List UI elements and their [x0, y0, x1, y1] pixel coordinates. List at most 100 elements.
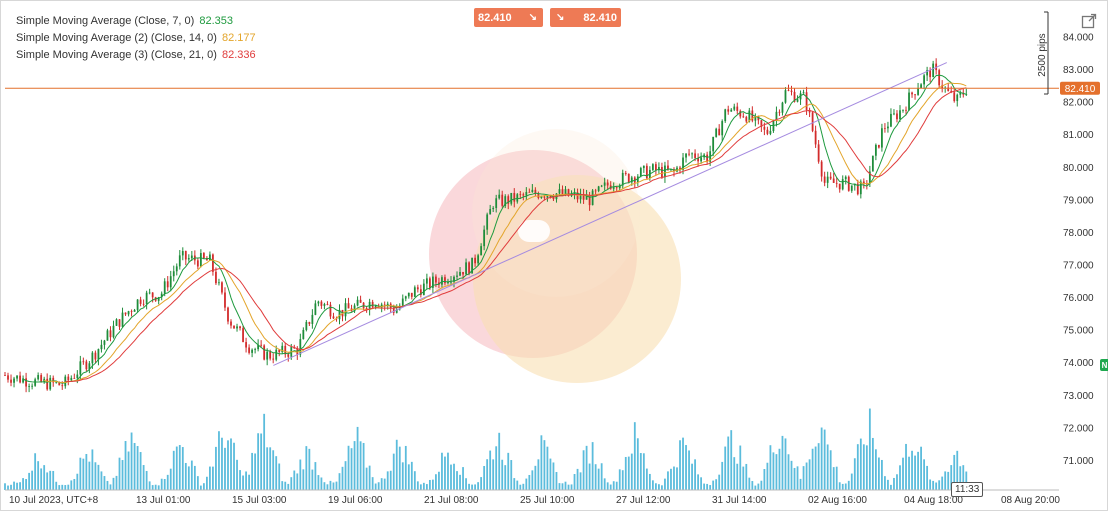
volume-bar [766, 462, 769, 490]
legend-value-ma21: 82.336 [221, 49, 256, 61]
candle-body [459, 271, 461, 276]
candle-body [507, 196, 510, 204]
volume-bar [513, 478, 516, 490]
sell-price-button[interactable]: 82.410 ↘ [474, 8, 543, 27]
candle-body [169, 276, 172, 288]
legend-row-ma14[interactable]: Simple Moving Average (2) (Close, 14, 0)… [16, 30, 256, 47]
volume-bar [585, 445, 588, 490]
candle-body [404, 296, 407, 299]
volume-bar [272, 450, 275, 490]
volume-bar [639, 453, 642, 490]
candle-body [486, 214, 489, 230]
candle-body [522, 194, 525, 196]
candle-body [908, 92, 910, 111]
trendline[interactable] [273, 62, 947, 366]
volume-bar [636, 438, 639, 490]
volume-bar [398, 446, 401, 490]
candle-body [564, 189, 567, 195]
candle-body [552, 197, 555, 200]
volume-bar [314, 462, 317, 490]
candle-body [353, 305, 356, 312]
legend-row-ma21[interactable]: Simple Moving Average (3) (Close, 21, 0)… [16, 47, 256, 64]
candle-body [501, 194, 504, 206]
volume-bar [859, 438, 862, 490]
candle-body [694, 153, 696, 158]
volume-bar [320, 477, 323, 490]
candle-body [495, 198, 498, 208]
candle-body [890, 113, 892, 127]
candle-body [43, 378, 46, 382]
volume-bar [564, 481, 567, 490]
volume-bar [10, 484, 12, 490]
volume-bar [447, 452, 449, 490]
candle-body [55, 381, 58, 383]
volume-bar [507, 452, 510, 490]
volume-bar [796, 466, 799, 490]
volume-bar [453, 463, 455, 490]
candle-body [817, 144, 820, 162]
volume-bar [793, 467, 796, 490]
volume-bar [199, 485, 202, 490]
candle-body [453, 276, 455, 282]
volume-bar [917, 451, 919, 490]
volume-bar [55, 481, 58, 490]
candle-body [106, 330, 109, 341]
volume-bar [383, 478, 386, 490]
x-tick-label: 27 Jul 12:00 [616, 495, 671, 506]
volume-bar [932, 480, 935, 490]
volume-bar [778, 448, 781, 490]
volume-bar [28, 472, 31, 490]
volume-bar [52, 470, 55, 490]
volume-bar [362, 442, 365, 490]
volume-bar [22, 478, 24, 490]
candle-body [841, 179, 844, 190]
volume-bar [94, 462, 97, 490]
candle-body [480, 246, 483, 256]
candle-body [630, 177, 633, 183]
candle-body [799, 93, 802, 100]
candle-body [441, 277, 443, 285]
volume-bar [187, 466, 190, 490]
volume-bar [645, 468, 648, 490]
legend-label-ma7: Simple Moving Average (Close, 7, 0) [16, 15, 195, 27]
candle-body [218, 282, 220, 284]
candle-body [94, 352, 97, 360]
candle-body [266, 351, 269, 360]
volume-bar [781, 435, 784, 490]
volume-bar [401, 462, 404, 490]
volume-bar [884, 476, 886, 490]
candle-body [157, 297, 160, 301]
candle-body [109, 330, 112, 338]
volume-bar [510, 460, 513, 490]
volume-bar [688, 450, 690, 490]
buy-price-text: 82.410 [583, 11, 617, 24]
side-panel-tab[interactable]: N [1100, 359, 1108, 371]
volume-bar [365, 467, 368, 490]
candle-body [52, 377, 55, 383]
candle-body [64, 376, 67, 387]
volume-bar [311, 469, 314, 490]
candle-body [25, 378, 27, 387]
volume-bar [826, 444, 829, 490]
volume-bar [209, 466, 211, 490]
volume-bar [49, 470, 52, 490]
volume-bar [371, 477, 374, 490]
y-tick-label: 74.000 [1063, 358, 1094, 369]
candle-body [826, 176, 829, 183]
volume-bar [558, 483, 561, 490]
indicator-legend: Simple Moving Average (Close, 7, 0) 82.35… [16, 13, 256, 64]
volume-bar [193, 465, 196, 490]
legend-row-ma7[interactable]: Simple Moving Average (Close, 7, 0) 82.35… [16, 13, 256, 30]
volume-bar [537, 459, 540, 490]
volume-bar [338, 473, 341, 490]
buy-price-button[interactable]: ↘ 82.410 [550, 8, 621, 27]
candle-body [691, 153, 693, 155]
candle-body [920, 84, 922, 89]
candle-body [477, 255, 480, 264]
volume-bar [287, 483, 290, 490]
volume-bar [350, 448, 353, 490]
x-tick-label: 21 Jul 08:00 [424, 495, 479, 506]
popout-icon[interactable] [1081, 13, 1097, 29]
